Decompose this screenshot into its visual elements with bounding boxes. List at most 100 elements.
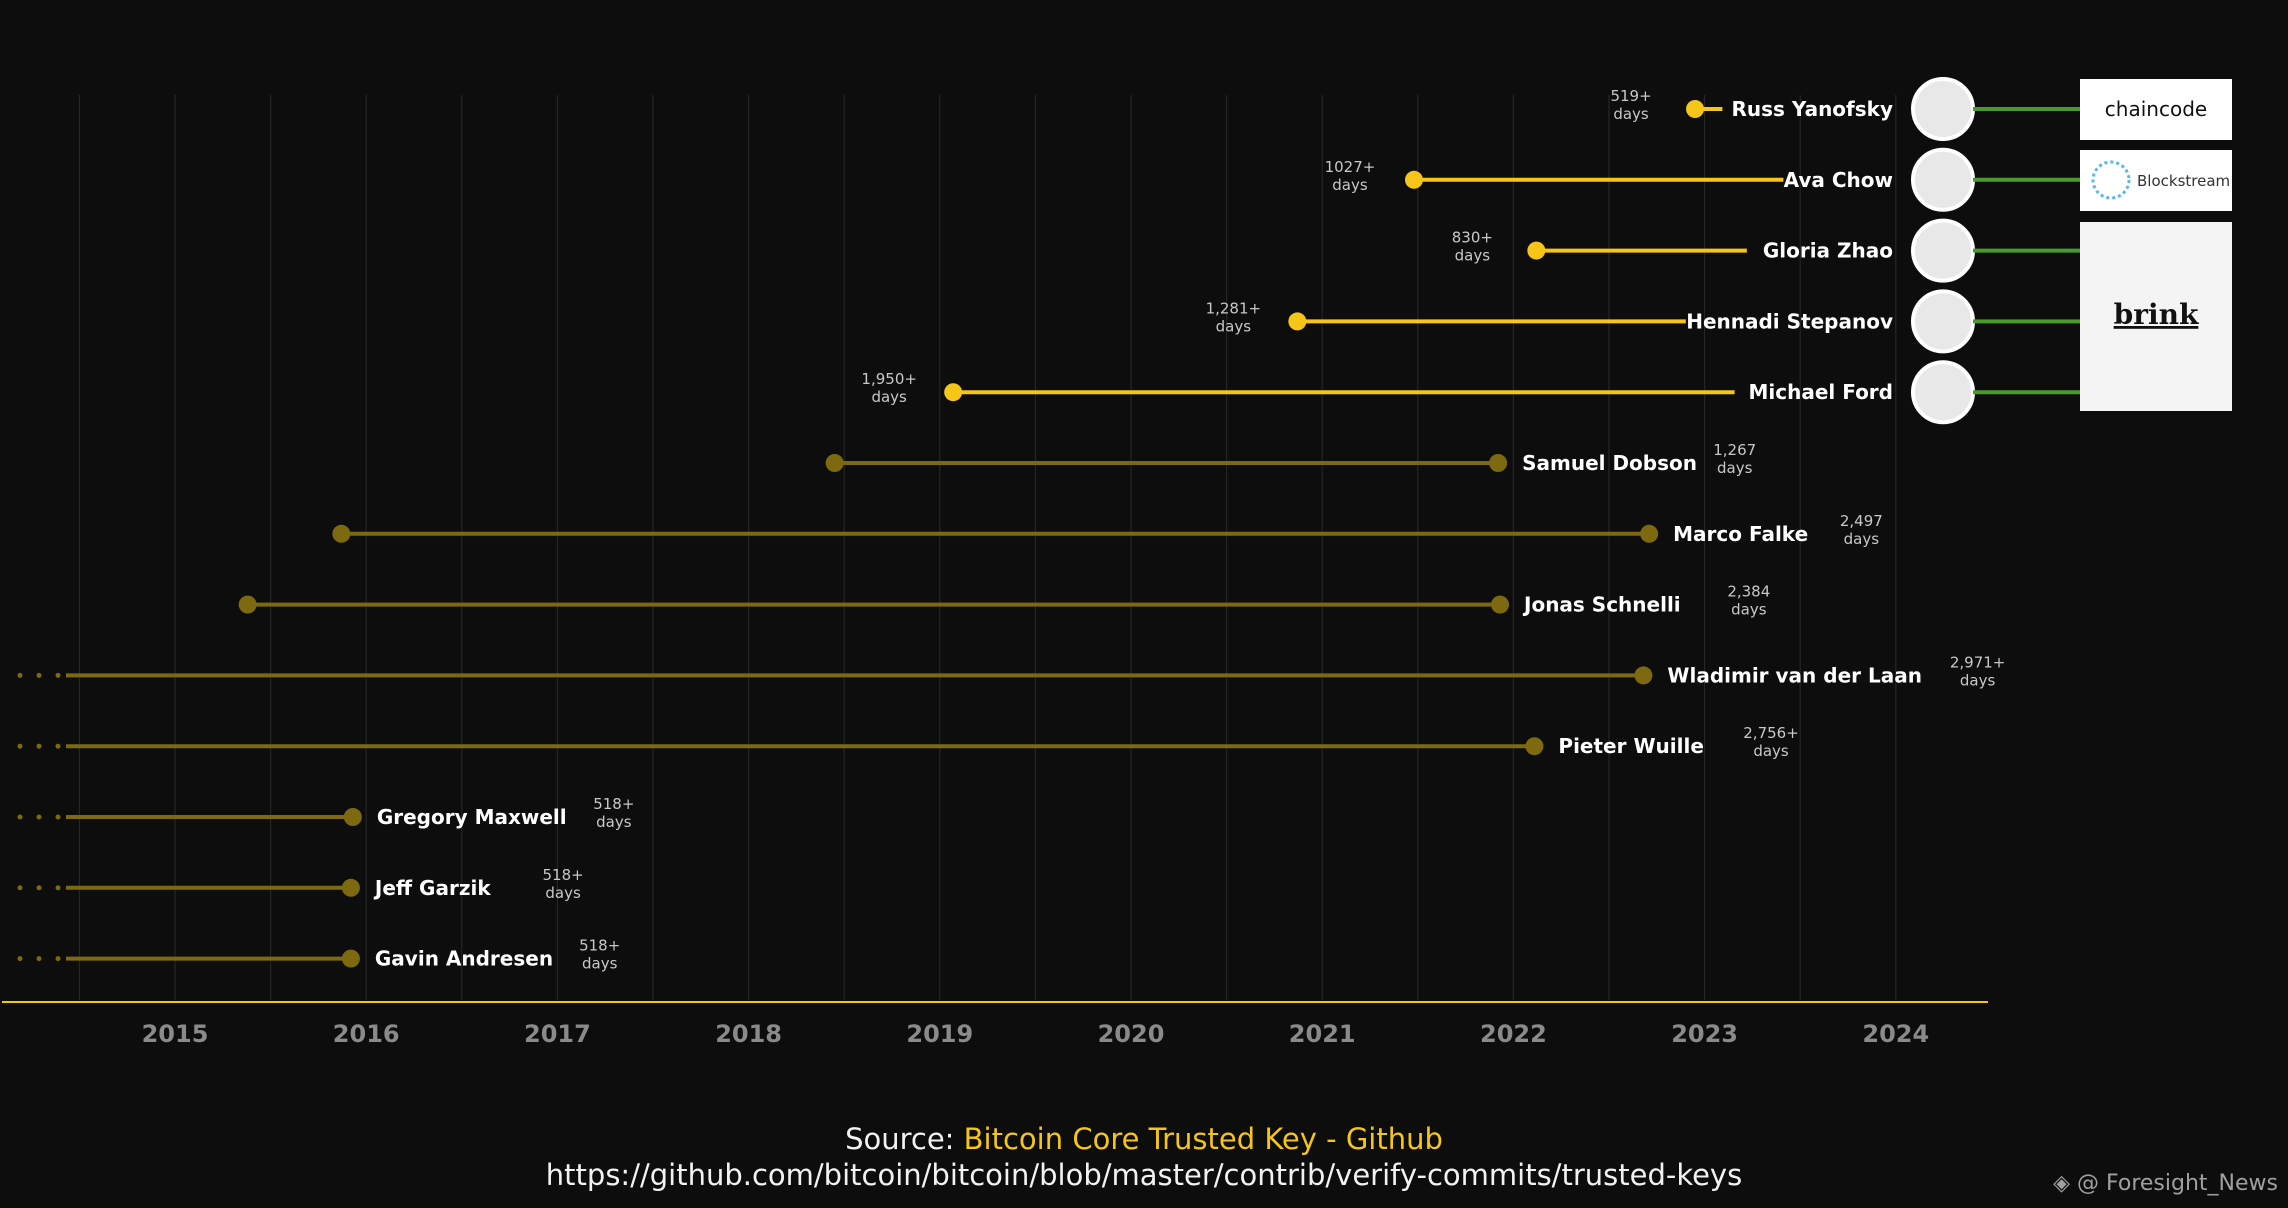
person-name: Ava Chow — [1784, 168, 1893, 192]
x-tick-label: 2017 — [524, 1020, 591, 1048]
timeline-row: Jeff Garzik 518+days — [17, 866, 584, 902]
duration-value: 518+ — [579, 937, 620, 955]
duration-value: 1027+ — [1325, 158, 1376, 176]
watermark-logo-icon: ◈ — [2053, 1171, 2078, 1196]
end-dot — [1489, 454, 1508, 472]
continuation-dot — [55, 672, 61, 678]
duration-unit: days — [871, 388, 907, 406]
continuation-dot — [55, 814, 61, 820]
person-name: Jeff Garzik — [373, 876, 491, 900]
continuation-dot — [17, 885, 23, 891]
duration-unit: days — [1613, 105, 1649, 123]
duration-value: 830+ — [1452, 229, 1493, 247]
chaincode-logo-text: chaincode — [2105, 97, 2207, 121]
duration-unit: days — [1753, 742, 1789, 760]
person-name: Marco Falke — [1673, 522, 1808, 546]
person-name: Russ Yanofsky — [1732, 97, 1893, 121]
brink-logo-text: brink — [2114, 298, 2199, 331]
timeline-row: Pieter Wuille 2,756+days — [17, 724, 1799, 760]
watermark-text: @ Foresight_News — [2077, 1171, 2278, 1196]
avatar — [1911, 147, 1975, 212]
duration-unit: days — [1960, 671, 1996, 689]
person-name: Gregory Maxwell — [377, 805, 567, 829]
duration-value: 1,281+ — [1206, 299, 1262, 317]
continuation-dot — [17, 814, 23, 820]
start-dot — [1527, 241, 1546, 260]
timeline-row: Ava Chow 1027+days — [1325, 147, 2080, 212]
source-prefix: Source: — [845, 1122, 964, 1156]
continuation-dot — [36, 743, 42, 749]
timeline-row: Gregory Maxwell 518+days — [17, 795, 634, 831]
duration-value: 2,971+ — [1950, 653, 2006, 671]
continuation-dot — [36, 956, 42, 962]
source-link[interactable]: Bitcoin Core Trusted Key - Github — [963, 1122, 1443, 1156]
duration-value: 1,267 — [1713, 441, 1756, 459]
end-dot — [343, 808, 362, 826]
duration-value: 1,950+ — [861, 370, 917, 388]
timeline-row: Hennadi Stepanov 1,281+days — [1206, 289, 2080, 354]
person-name: Michael Ford — [1748, 380, 1893, 404]
timeline-row: Michael Ford 1,950+days — [861, 360, 2080, 425]
avatar — [1911, 360, 1975, 425]
duration-unit: days — [582, 955, 618, 973]
start-dot — [1404, 170, 1423, 189]
duration-unit: days — [1844, 530, 1880, 548]
continuation-dot — [17, 956, 23, 962]
x-axis: 2015 2016 2017 2018 2019 2020 2021 2022 2023 2024 — [2, 1001, 1988, 1048]
end-dot — [341, 949, 360, 968]
person-name: Pieter Wuille — [1558, 734, 1703, 758]
continuation-dot — [17, 672, 23, 678]
continuation-dot — [55, 743, 61, 749]
duration-value: 518+ — [543, 866, 584, 884]
avatar — [1911, 218, 1975, 283]
person-name: Gavin Andresen — [375, 947, 553, 971]
duration-value: 519+ — [1610, 87, 1651, 105]
duration-value: 2,384 — [1727, 583, 1770, 601]
blockstream-logo — [2080, 150, 2232, 211]
person-name: Samuel Dobson — [1522, 451, 1697, 475]
duration-unit: days — [1455, 247, 1491, 265]
x-tick-label: 2020 — [1098, 1020, 1165, 1048]
person-name: Wladimir van der Laan — [1667, 663, 1922, 687]
source-line: Source: Bitcoin Core Trusted Key - Githu… — [0, 1122, 2288, 1156]
person-name: Jonas Schnelli — [1522, 593, 1681, 617]
duration-value: 2,756+ — [1743, 724, 1799, 742]
continuation-dot — [36, 885, 42, 891]
timeline-row: Russ Yanofsky 519+days — [1610, 77, 2080, 141]
x-tick-label: 2024 — [1862, 1020, 1929, 1048]
x-tick-label: 2019 — [906, 1020, 973, 1048]
avatar — [1911, 289, 1975, 354]
timeline-row: Gloria Zhao 830+days — [1452, 218, 2080, 283]
duration-unit: days — [1216, 317, 1252, 335]
avatar — [1911, 77, 1975, 141]
duration-unit: days — [1332, 176, 1368, 194]
start-dot — [944, 383, 963, 402]
x-tick-label: 2021 — [1289, 1020, 1356, 1048]
x-tick-label: 2023 — [1671, 1020, 1738, 1048]
chaincode-logo — [2080, 79, 2232, 140]
duration-unit: days — [596, 813, 632, 831]
x-tick-label: 2015 — [142, 1020, 209, 1048]
continuation-dot — [55, 885, 61, 891]
continuation-dot — [36, 672, 42, 678]
brink-logo — [2080, 222, 2232, 411]
end-dot — [1640, 524, 1659, 543]
duration-value: 518+ — [593, 795, 634, 813]
watermark: ◈ @ Foresight_News — [2053, 1171, 2278, 1196]
source-url[interactable]: https://github.com/bitcoin/bitcoin/blob/… — [545, 1158, 1743, 1192]
duration-unit: days — [545, 884, 581, 902]
start-dot — [1288, 312, 1307, 331]
person-name: Gloria Zhao — [1763, 239, 1893, 263]
x-tick-label: 2016 — [333, 1020, 400, 1048]
x-tick-label: 2022 — [1480, 1020, 1547, 1048]
duration-unit: days — [1731, 601, 1767, 619]
timeline-row: Wladimir van der Laan 2,971+days — [17, 653, 2006, 689]
blockstream-logo-text: Blockstream — [2137, 172, 2230, 190]
person-name: Hennadi Stepanov — [1686, 309, 1893, 333]
grid-lines — [78, 95, 1897, 1000]
